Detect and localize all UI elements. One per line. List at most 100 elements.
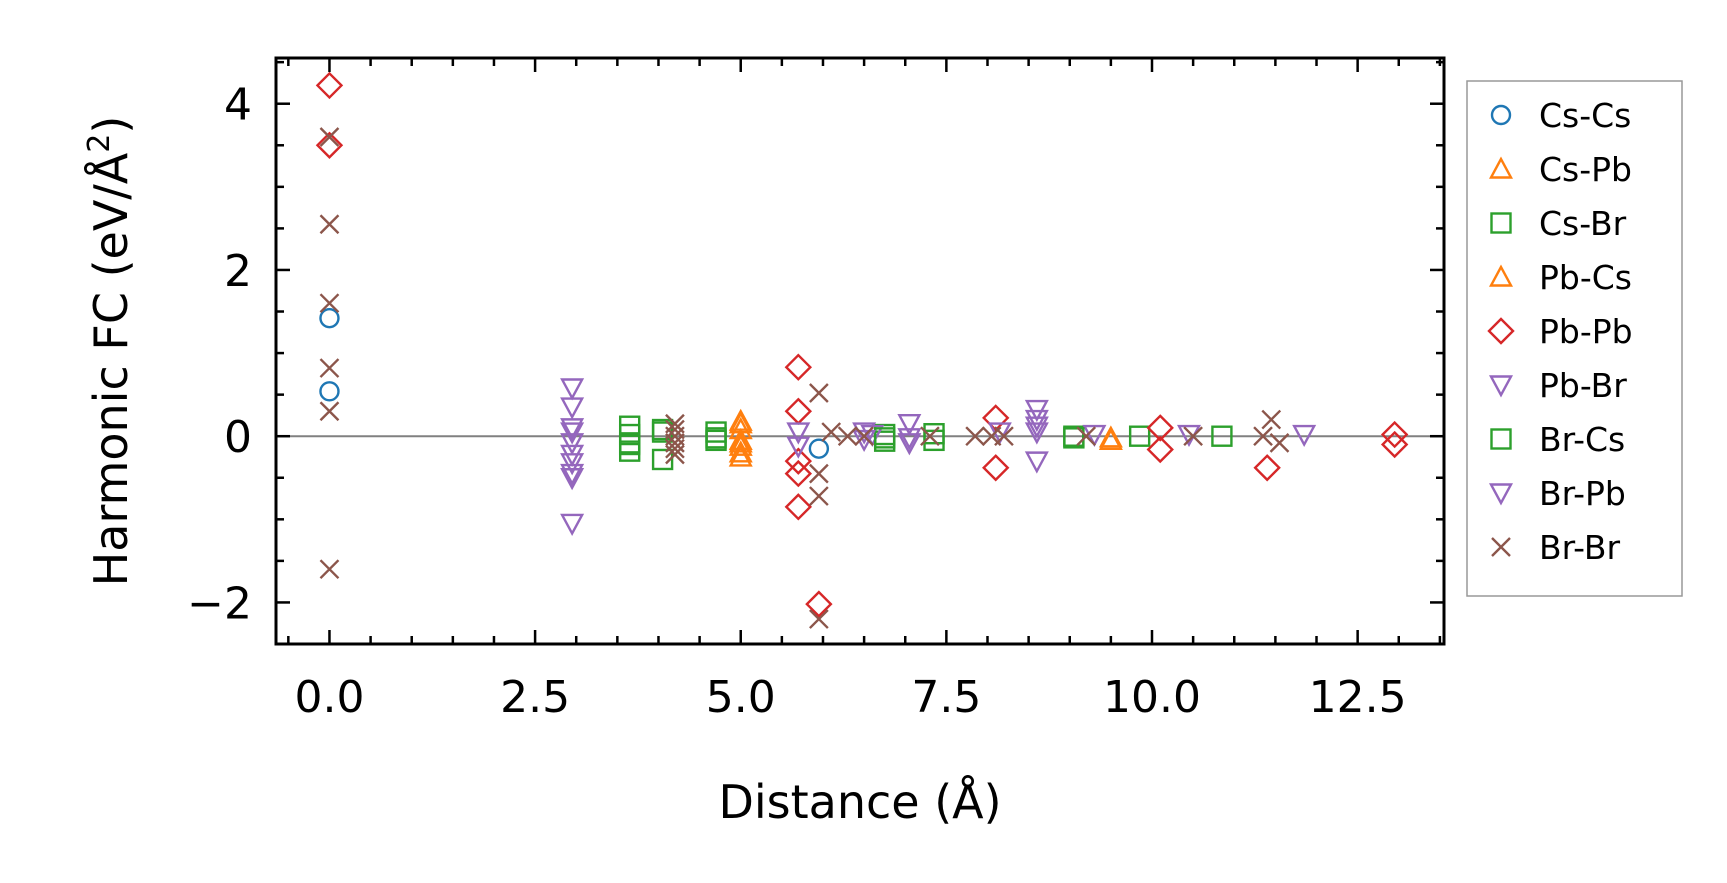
data-point-pb-pb — [1146, 414, 1174, 442]
data-point-pb-pb — [1380, 420, 1409, 449]
legend-frame — [1466, 80, 1683, 597]
data-point-br-br — [1261, 409, 1282, 430]
data-point-pb-pb — [1253, 454, 1281, 482]
data-point-pb-pb — [784, 493, 813, 521]
data-point-br-br — [319, 559, 340, 580]
data-point-br-pb — [560, 463, 585, 487]
data-point-br-cs — [873, 427, 896, 449]
data-point-br-br — [1253, 426, 1273, 447]
y-axis-label: Harmonic FC (eV/Å2) — [82, 116, 138, 587]
legend-label-cs-pb: Cs-Pb — [1539, 150, 1632, 189]
data-point-cs-cs — [319, 307, 340, 329]
data-point-pb-pb — [784, 447, 813, 475]
data-point-cs-br — [1128, 425, 1151, 447]
data-point-br-br — [809, 463, 829, 484]
legend-marker-cs-pb — [1488, 156, 1514, 179]
legend-marker-br-br — [1491, 537, 1511, 557]
data-point-pb-br — [1292, 424, 1317, 448]
x-axis-label: Distance (Å) — [718, 775, 1001, 829]
legend-marker-br-cs — [1490, 428, 1512, 450]
data-point-pb-pb — [784, 459, 813, 488]
data-point-cs-cs — [319, 381, 340, 402]
data-point-pb-br — [1024, 451, 1049, 474]
y-axis-label-superscript: 2 — [82, 134, 117, 153]
data-point-br-br — [1269, 432, 1290, 453]
data-point-pb-pb — [784, 397, 813, 425]
data-point-pb-br — [560, 378, 585, 401]
data-point-pb-cs — [728, 430, 753, 453]
data-point-br-br — [854, 426, 874, 447]
legend-label-pb-pb: Pb-Pb — [1539, 312, 1633, 351]
data-point-pb-pb — [805, 590, 833, 618]
data-point-cs-pb — [728, 433, 753, 456]
data-point-cs-cs — [808, 438, 830, 459]
legend-marker-pb-br — [1488, 375, 1514, 398]
data-point-pb-br — [897, 414, 922, 437]
data-point-cs-br — [1211, 425, 1233, 447]
data-point-pb-br — [786, 422, 811, 445]
legend-label-pb-cs: Pb-Cs — [1539, 258, 1632, 297]
legend-label-cs-cs: Cs-Cs — [1539, 96, 1631, 135]
data-point-br-br — [665, 444, 685, 465]
data-point-br-pb — [897, 433, 922, 456]
data-point-br-br — [319, 358, 340, 378]
data-point-pb-br — [560, 453, 585, 476]
data-point-pb-br — [786, 436, 811, 459]
data-point-br-br — [1183, 426, 1203, 447]
legend-label-br-br: Br-Br — [1539, 528, 1620, 567]
y-axis-label-close: ) — [84, 116, 138, 134]
data-point-pb-br — [560, 397, 585, 420]
legend-label-br-cs: Br-Cs — [1539, 420, 1625, 459]
legend-marker-cs-cs — [1490, 104, 1512, 126]
data-point-br-cs — [651, 418, 674, 441]
x-tick-label: 0.0 — [294, 672, 364, 723]
legend-label-pb-br: Pb-Br — [1539, 366, 1627, 405]
legend-marker-pb-pb — [1487, 317, 1515, 345]
data-point-pb-pb — [1380, 430, 1409, 459]
data-point-br-br — [837, 426, 858, 447]
data-point-br-pb — [1024, 409, 1049, 433]
y-axis-label-main: Harmonic FC (eV/Å — [84, 152, 138, 586]
data-point-pb-pb — [784, 353, 813, 381]
y-tick-label: 4 — [224, 80, 252, 131]
data-point-cs-pb — [728, 444, 753, 467]
data-point-br-br — [809, 609, 829, 629]
data-point-br-pb — [560, 422, 585, 445]
x-tick-label: 12.5 — [1309, 672, 1407, 723]
y-tick-label: 0 — [224, 412, 252, 463]
data-point-br-br — [809, 486, 829, 506]
data-point-pb-br — [560, 513, 585, 536]
x-tick-label: 5.0 — [706, 672, 776, 723]
data-point-br-br — [319, 401, 340, 422]
data-point-pb-pb — [315, 71, 344, 100]
data-point-pb-pb — [982, 404, 1010, 432]
data-point-br-br — [319, 127, 340, 147]
data-point-br-br — [319, 214, 340, 235]
data-point-cs-br — [651, 448, 674, 471]
data-point-br-br — [665, 438, 685, 459]
legend-marker-pb-cs — [1488, 264, 1514, 287]
data-point-pb-br — [897, 428, 922, 451]
data-point-pb-pb — [982, 454, 1010, 482]
data-point-br-br — [319, 293, 340, 314]
data-point-pb-br — [560, 433, 585, 456]
data-point-br-br — [920, 426, 940, 447]
data-point-br-pb — [1024, 422, 1049, 445]
legend: Cs-Cs Cs-Pb Cs-Br Pb-Cs Pb-Pb Pb-Br Br-Cs Br-Pb… — [1466, 80, 1683, 597]
legend-marker-cs-br — [1490, 212, 1512, 234]
data-point-br-cs — [618, 433, 641, 456]
data-point-pb-br — [860, 424, 885, 448]
data-point-pb-br — [560, 468, 585, 491]
x-tick-label: 7.5 — [911, 672, 981, 723]
y-tick-label: 2 — [224, 246, 252, 297]
data-point-pb-br — [1082, 424, 1107, 448]
data-point-pb-pb — [315, 131, 344, 159]
x-tick-label: 10.0 — [1103, 672, 1201, 723]
data-point-br-br — [1076, 426, 1097, 447]
data-point-pb-br — [560, 418, 585, 441]
data-point-pb-br — [1024, 416, 1049, 439]
data-point-br-br — [965, 426, 986, 447]
x-tick-label: 2.5 — [500, 672, 570, 723]
legend-label-cs-br: Cs-Br — [1539, 204, 1627, 243]
